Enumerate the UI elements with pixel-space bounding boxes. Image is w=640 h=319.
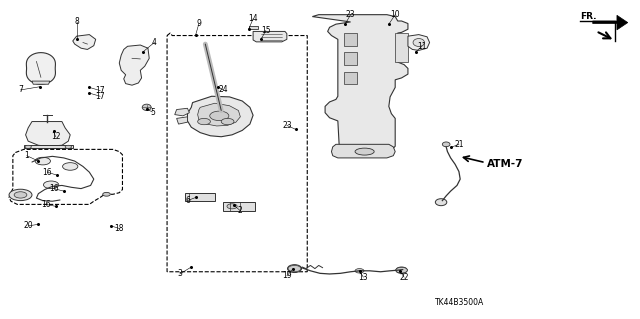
Text: 12: 12 <box>51 132 60 141</box>
Text: 21: 21 <box>454 140 463 149</box>
Text: 8: 8 <box>74 18 79 26</box>
Text: 23: 23 <box>282 121 292 130</box>
Text: 14: 14 <box>248 14 258 23</box>
Ellipse shape <box>396 267 407 273</box>
Ellipse shape <box>287 265 301 272</box>
Text: 22: 22 <box>399 273 409 282</box>
Text: 18: 18 <box>115 224 124 233</box>
Text: ATM-7: ATM-7 <box>487 159 524 169</box>
Circle shape <box>355 269 364 273</box>
Polygon shape <box>593 15 628 30</box>
Polygon shape <box>26 53 56 84</box>
Ellipse shape <box>442 142 450 147</box>
Text: 16: 16 <box>49 184 58 193</box>
Polygon shape <box>248 26 257 29</box>
Text: 4: 4 <box>152 38 157 47</box>
Circle shape <box>198 118 211 125</box>
Circle shape <box>221 118 234 125</box>
Text: 20: 20 <box>23 221 33 230</box>
Ellipse shape <box>355 148 374 155</box>
Polygon shape <box>73 34 96 49</box>
Polygon shape <box>177 117 188 124</box>
Polygon shape <box>223 202 255 211</box>
Circle shape <box>14 192 27 198</box>
Text: 15: 15 <box>261 26 271 35</box>
Text: 2: 2 <box>238 206 243 215</box>
Text: 23: 23 <box>346 10 355 19</box>
Text: 7: 7 <box>18 85 23 94</box>
Text: 13: 13 <box>358 273 368 282</box>
Circle shape <box>288 265 301 272</box>
Circle shape <box>65 145 72 148</box>
Text: TK44B3500A: TK44B3500A <box>435 298 484 307</box>
Text: 6: 6 <box>185 196 190 205</box>
Ellipse shape <box>413 39 424 47</box>
Polygon shape <box>312 15 408 156</box>
Polygon shape <box>198 103 241 126</box>
Polygon shape <box>344 71 357 84</box>
Text: 16: 16 <box>41 200 51 209</box>
Polygon shape <box>26 122 70 146</box>
Circle shape <box>396 267 407 273</box>
Circle shape <box>227 204 237 209</box>
Text: 11: 11 <box>417 42 427 51</box>
Ellipse shape <box>435 199 447 206</box>
Circle shape <box>35 157 51 165</box>
Circle shape <box>9 189 32 201</box>
Circle shape <box>63 163 78 170</box>
Text: 19: 19 <box>282 271 292 280</box>
Polygon shape <box>24 145 73 148</box>
Circle shape <box>210 111 229 121</box>
Text: 5: 5 <box>150 108 155 116</box>
Ellipse shape <box>142 104 151 110</box>
Polygon shape <box>188 96 253 137</box>
Text: 1: 1 <box>24 151 29 160</box>
Text: 3: 3 <box>177 270 182 278</box>
Polygon shape <box>332 144 395 158</box>
Text: FR.: FR. <box>580 12 596 21</box>
Polygon shape <box>344 52 357 65</box>
Circle shape <box>44 181 59 189</box>
Polygon shape <box>175 108 189 116</box>
Polygon shape <box>119 45 149 85</box>
Polygon shape <box>185 193 215 201</box>
Text: 17: 17 <box>95 92 105 101</box>
Polygon shape <box>395 33 408 62</box>
Polygon shape <box>408 34 429 50</box>
Text: 10: 10 <box>390 10 400 19</box>
Text: 24: 24 <box>218 85 228 94</box>
Text: 9: 9 <box>196 19 202 28</box>
Polygon shape <box>253 32 287 42</box>
Ellipse shape <box>102 192 110 196</box>
Polygon shape <box>32 81 50 84</box>
Circle shape <box>25 145 31 148</box>
Text: 16: 16 <box>42 168 52 177</box>
Polygon shape <box>344 33 357 46</box>
Text: 17: 17 <box>95 86 105 95</box>
